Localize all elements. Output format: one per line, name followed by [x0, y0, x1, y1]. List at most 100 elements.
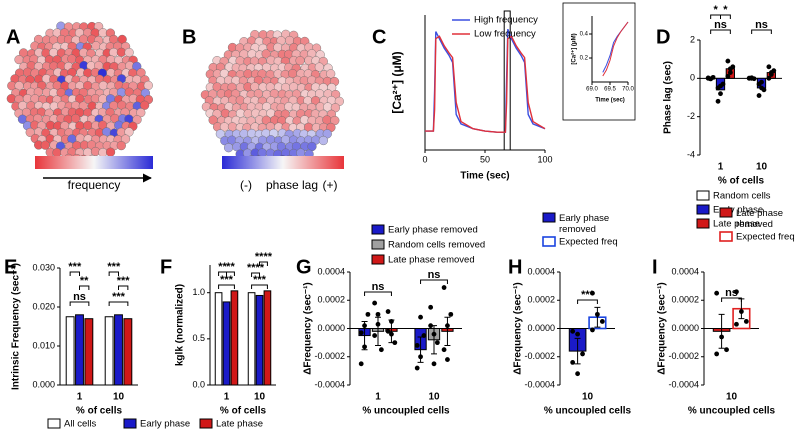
x-tick-label: 10 [113, 392, 125, 403]
x-tick-label: 10 [756, 162, 768, 173]
y-tick-label: 0.0000 [671, 323, 699, 333]
data-point [739, 309, 744, 314]
significance-bracket [251, 272, 260, 277]
data-point [365, 311, 371, 317]
data-point [421, 333, 427, 338]
significance-bracket [69, 271, 80, 276]
significance-bracket [108, 271, 119, 276]
significance-bracket [69, 301, 90, 306]
data-point [708, 76, 714, 82]
legend-swatch [696, 204, 710, 215]
panel-label: G [296, 256, 312, 278]
cell [105, 147, 116, 157]
significance-label: ns [714, 19, 727, 31]
data-point [756, 81, 762, 87]
data-point [445, 323, 450, 329]
data-point [749, 75, 755, 81]
data-point [431, 331, 437, 337]
error-bar [594, 306, 601, 328]
significance-label: * [713, 4, 718, 16]
significance-bracket [108, 301, 129, 306]
y-tick-label: 0.030 [32, 262, 55, 272]
data-point [441, 347, 447, 353]
legend-label: Expected freq [559, 237, 618, 248]
y-axis-label: ΔFrequency (sec⁻¹) [303, 282, 314, 375]
data-point [358, 361, 364, 367]
cell-cluster [200, 29, 344, 166]
legend-label: Late phase [713, 219, 760, 230]
data-point [718, 83, 723, 89]
significance-label: **** [255, 251, 273, 263]
data-point [727, 66, 733, 72]
data-point [766, 75, 772, 81]
significance-bracket [251, 284, 268, 289]
significance-label: ** [226, 261, 235, 273]
cell [6, 94, 16, 104]
data-point [375, 321, 381, 327]
y-axis-label: ΔFrequency (sec⁻¹) [513, 282, 524, 375]
cell [52, 148, 62, 158]
x-tick-label: 69.0 [586, 87, 598, 93]
data-point [418, 354, 423, 360]
data-point [385, 328, 391, 334]
significance-bracket [751, 29, 772, 34]
y-tick-label: -0.0002 [524, 351, 555, 361]
legend-swatch [371, 224, 385, 235]
x-axis-label: Time (sec) [460, 171, 509, 182]
x-axis-label: % of cells [718, 176, 765, 187]
colorbar-label: (-) [240, 178, 252, 192]
data-point [385, 309, 391, 314]
data-point [725, 58, 731, 64]
legend-swatch [719, 207, 733, 218]
data-point [570, 360, 576, 365]
significance-label: ns [755, 19, 768, 31]
bar [230, 290, 239, 386]
y-tick-label: -0.0004 [314, 379, 345, 389]
legend-swatch [371, 254, 385, 265]
significance-bracket [226, 271, 235, 276]
significance-label: * [723, 4, 728, 16]
y-tick-label: 0.0002 [527, 295, 555, 305]
significance-label: *** [581, 289, 595, 301]
significance-label: *** [117, 275, 131, 287]
data-point [727, 70, 733, 75]
y-tick-label: 0.0000 [317, 323, 345, 333]
y-tick-label: -0.0002 [314, 351, 345, 361]
y-tick-label: 0.0 [192, 379, 205, 389]
significance-label: ** [218, 261, 227, 273]
data-point [725, 74, 731, 79]
panel-label: C [372, 26, 386, 48]
colorbar [222, 156, 344, 169]
bar [104, 316, 114, 386]
legend-swatch [542, 236, 556, 247]
legend-label: High frequency [474, 15, 538, 26]
significance-label: *** [112, 291, 126, 303]
data-point [414, 365, 420, 371]
data-point [756, 93, 762, 98]
cell [124, 47, 134, 58]
y-tick-label: 0.0004 [671, 266, 699, 276]
y-tick-label: 0.0004 [317, 266, 345, 276]
x-tick-label: 50 [480, 154, 490, 164]
x-tick-label: 1 [718, 162, 724, 173]
error-bar [444, 316, 451, 346]
data-point [714, 290, 720, 296]
data-point [759, 85, 764, 91]
cell [143, 80, 153, 91]
x-axis-label: % uncoupled cells [544, 406, 632, 417]
panel-label: H [508, 256, 522, 278]
highlight-box [503, 10, 511, 151]
x-tick-label: 70.0 [622, 87, 634, 93]
data-point [599, 319, 605, 324]
x-tick-label: 69.5 [604, 87, 616, 93]
x-tick-label: 10 [726, 392, 738, 403]
y-tick-label: -0.0004 [524, 379, 555, 389]
data-point [392, 340, 398, 346]
error-bar [574, 337, 581, 365]
significance-bracket [259, 261, 268, 266]
data-point [768, 70, 774, 75]
y-tick-label: 0.0002 [671, 295, 699, 305]
legend-swatch [47, 418, 61, 429]
